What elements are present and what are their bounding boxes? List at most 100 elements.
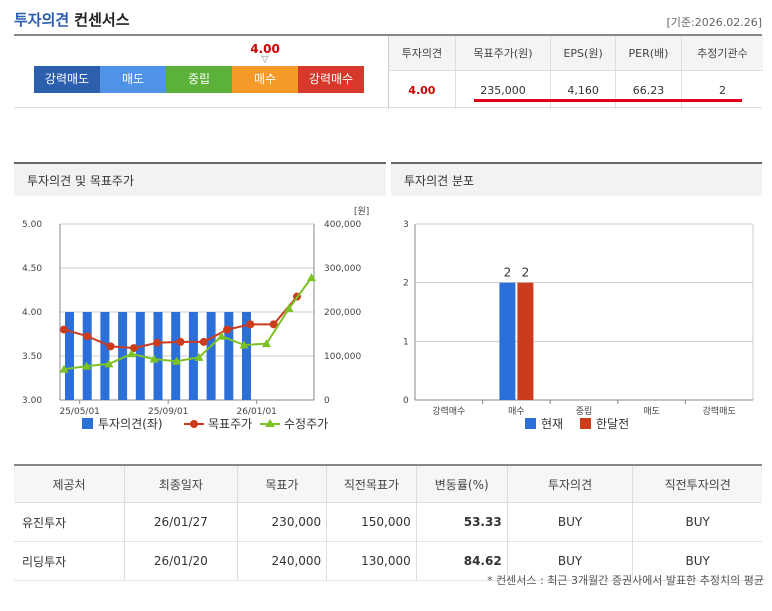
detail-cell: 230,000 bbox=[236, 502, 327, 542]
adjusted-price-point bbox=[217, 331, 226, 340]
opinion-target-chart: 5.00 400,000 4.50 300,000 4.00 200,000 3.50 100… bbox=[22, 206, 369, 431]
y-tick: 3 bbox=[403, 220, 409, 230]
legend-adjusted: 수정주가 bbox=[284, 417, 328, 431]
legend-adjusted-triangle bbox=[265, 419, 275, 427]
opinion-bar bbox=[171, 312, 181, 400]
opinion-scale-2: 매도 bbox=[100, 66, 166, 93]
detail-table-topline bbox=[14, 464, 762, 466]
adjusted-price-point bbox=[59, 364, 69, 373]
target-price-point bbox=[223, 325, 232, 334]
summary-header-3: PER(배) bbox=[615, 36, 682, 71]
opinion-scale-4: 매수 bbox=[232, 66, 298, 93]
summary-table: 투자의견 목표주가(원) EPS(원) PER(배) 추정기관수 4.00 235,000… bbox=[388, 36, 763, 109]
distribution-bar bbox=[499, 282, 516, 400]
opinion-scale-5: 강력매수 bbox=[298, 66, 364, 93]
adjusted-price-point bbox=[104, 359, 114, 368]
summary-value-3: 66.23 bbox=[615, 70, 682, 109]
category-label: 강력매수 bbox=[432, 405, 465, 417]
legend-month-ago-icon bbox=[580, 418, 591, 429]
detail-cell: BUY bbox=[632, 502, 762, 542]
footnote: * 컨센서스 : 최근 3개월간 증권사에서 발표한 추정치의 평균 bbox=[487, 574, 764, 587]
summary-value-4: 2 bbox=[680, 70, 763, 109]
title-divider bbox=[14, 34, 762, 36]
y-right-tick: 300,000 bbox=[324, 264, 361, 274]
detail-header-0: 제공처 bbox=[14, 466, 125, 503]
y-right-tick: 200,000 bbox=[324, 308, 361, 318]
y-tick: 1 bbox=[403, 337, 409, 347]
y-left-tick: 4.00 bbox=[22, 308, 42, 318]
target-price-point bbox=[246, 320, 255, 329]
category-label: 매수 bbox=[508, 406, 525, 417]
detail-header-2: 목표가 bbox=[236, 466, 327, 503]
detail-cell: BUY bbox=[506, 502, 633, 542]
panel-right-title: 투자의견 분포 bbox=[391, 162, 762, 196]
detail-cell: 26/01/27 bbox=[124, 502, 238, 542]
opinion-bar bbox=[188, 312, 198, 400]
opinion-current-value: 4.00 bbox=[250, 42, 280, 56]
table-row: 리딩투자 26/01/20 240,000 130,000 84.62 BUY BUY bbox=[14, 541, 762, 581]
adjusted-price-point bbox=[127, 349, 136, 358]
summary-divider bbox=[14, 107, 762, 108]
summary-value-2: 4,160 bbox=[550, 70, 616, 109]
detail-cell: 84.62 bbox=[415, 541, 508, 581]
detail-cell: BUY bbox=[506, 541, 633, 581]
page-title: 투자의견 컨센서스 bbox=[14, 9, 130, 30]
adjusted-price-line bbox=[63, 277, 313, 371]
detail-cell: 240,000 bbox=[236, 541, 327, 581]
summary-header-1: 목표주가(원) bbox=[454, 36, 551, 71]
opinion-scale-1: 강력매도 bbox=[34, 66, 100, 93]
target-price-point bbox=[199, 337, 208, 346]
detail-cell: 26/01/20 bbox=[124, 541, 238, 581]
detail-header-1: 최종일자 bbox=[124, 466, 238, 503]
y-right-tick: 0 bbox=[324, 396, 330, 406]
bar-value-label: 2 bbox=[504, 266, 512, 280]
base-date: [기준:2026.02.26] bbox=[666, 16, 762, 29]
opinion-bar bbox=[65, 312, 74, 400]
x-tick-label: 25/09/01 bbox=[148, 407, 188, 417]
table-row: 유진투자 26/01/27 230,000 150,000 53.33 BUY BUY bbox=[14, 502, 762, 542]
opinion-bar bbox=[82, 312, 92, 400]
target-price-point bbox=[269, 320, 278, 329]
y-left-tick: 3.00 bbox=[22, 396, 42, 406]
adjusted-price-point bbox=[172, 356, 181, 365]
detail-header-3: 직전목표가 bbox=[326, 466, 417, 503]
legend-bar-icon bbox=[82, 418, 93, 429]
adjusted-price-point bbox=[307, 273, 316, 282]
target-price-point bbox=[176, 337, 185, 346]
opinion-bar bbox=[118, 312, 128, 400]
summary-header-4: 추정기관수 bbox=[680, 36, 763, 71]
legend-current: 현재 bbox=[541, 417, 563, 431]
detail-table: 제공처 최종일자 목표가 직전목표가 변동률(%) 투자의견 직전투자의견 유진투자 26/0… bbox=[14, 466, 762, 581]
opinion-bar bbox=[206, 312, 216, 400]
legend-opinion: 투자의견(좌) bbox=[98, 417, 163, 431]
target-price-point bbox=[153, 338, 162, 347]
detail-cell: 53.33 bbox=[415, 502, 508, 542]
target-price-point bbox=[83, 332, 92, 341]
opinion-indicator: 4.00 ▽ bbox=[245, 42, 285, 65]
distribution-bar bbox=[517, 282, 534, 400]
x-tick-label: 25/05/01 bbox=[59, 407, 99, 417]
summary-header-0: 투자의견 bbox=[388, 36, 456, 71]
legend-target-dot bbox=[190, 420, 198, 428]
title-sub: 컨센서스 bbox=[74, 11, 130, 29]
y-right-tick: 400,000 bbox=[324, 220, 361, 230]
y-tick: 2 bbox=[403, 279, 409, 289]
x-tick-label: 26/01/01 bbox=[236, 407, 276, 417]
target-price-point bbox=[106, 342, 115, 351]
legend-current-icon bbox=[525, 418, 536, 429]
opinion-scale-3: 중립 bbox=[166, 66, 232, 93]
adjusted-price-point bbox=[284, 303, 294, 312]
category-label: 중립 bbox=[576, 406, 593, 417]
opinion-bar bbox=[224, 312, 234, 400]
category-label: 강력매도 bbox=[703, 405, 736, 417]
detail-cell: 리딩투자 bbox=[14, 541, 125, 581]
adjusted-price-point bbox=[239, 340, 249, 349]
detail-cell: 유진투자 bbox=[14, 502, 125, 542]
detail-cell: 130,000 bbox=[326, 541, 417, 581]
y-right-unit: [원] bbox=[354, 206, 369, 217]
category-label: 매도 bbox=[643, 406, 660, 417]
y-right-tick: 100,000 bbox=[324, 352, 361, 362]
opinion-bar bbox=[242, 312, 251, 400]
adjusted-price-point bbox=[149, 354, 159, 363]
detail-header-6: 직전투자의견 bbox=[632, 466, 762, 503]
